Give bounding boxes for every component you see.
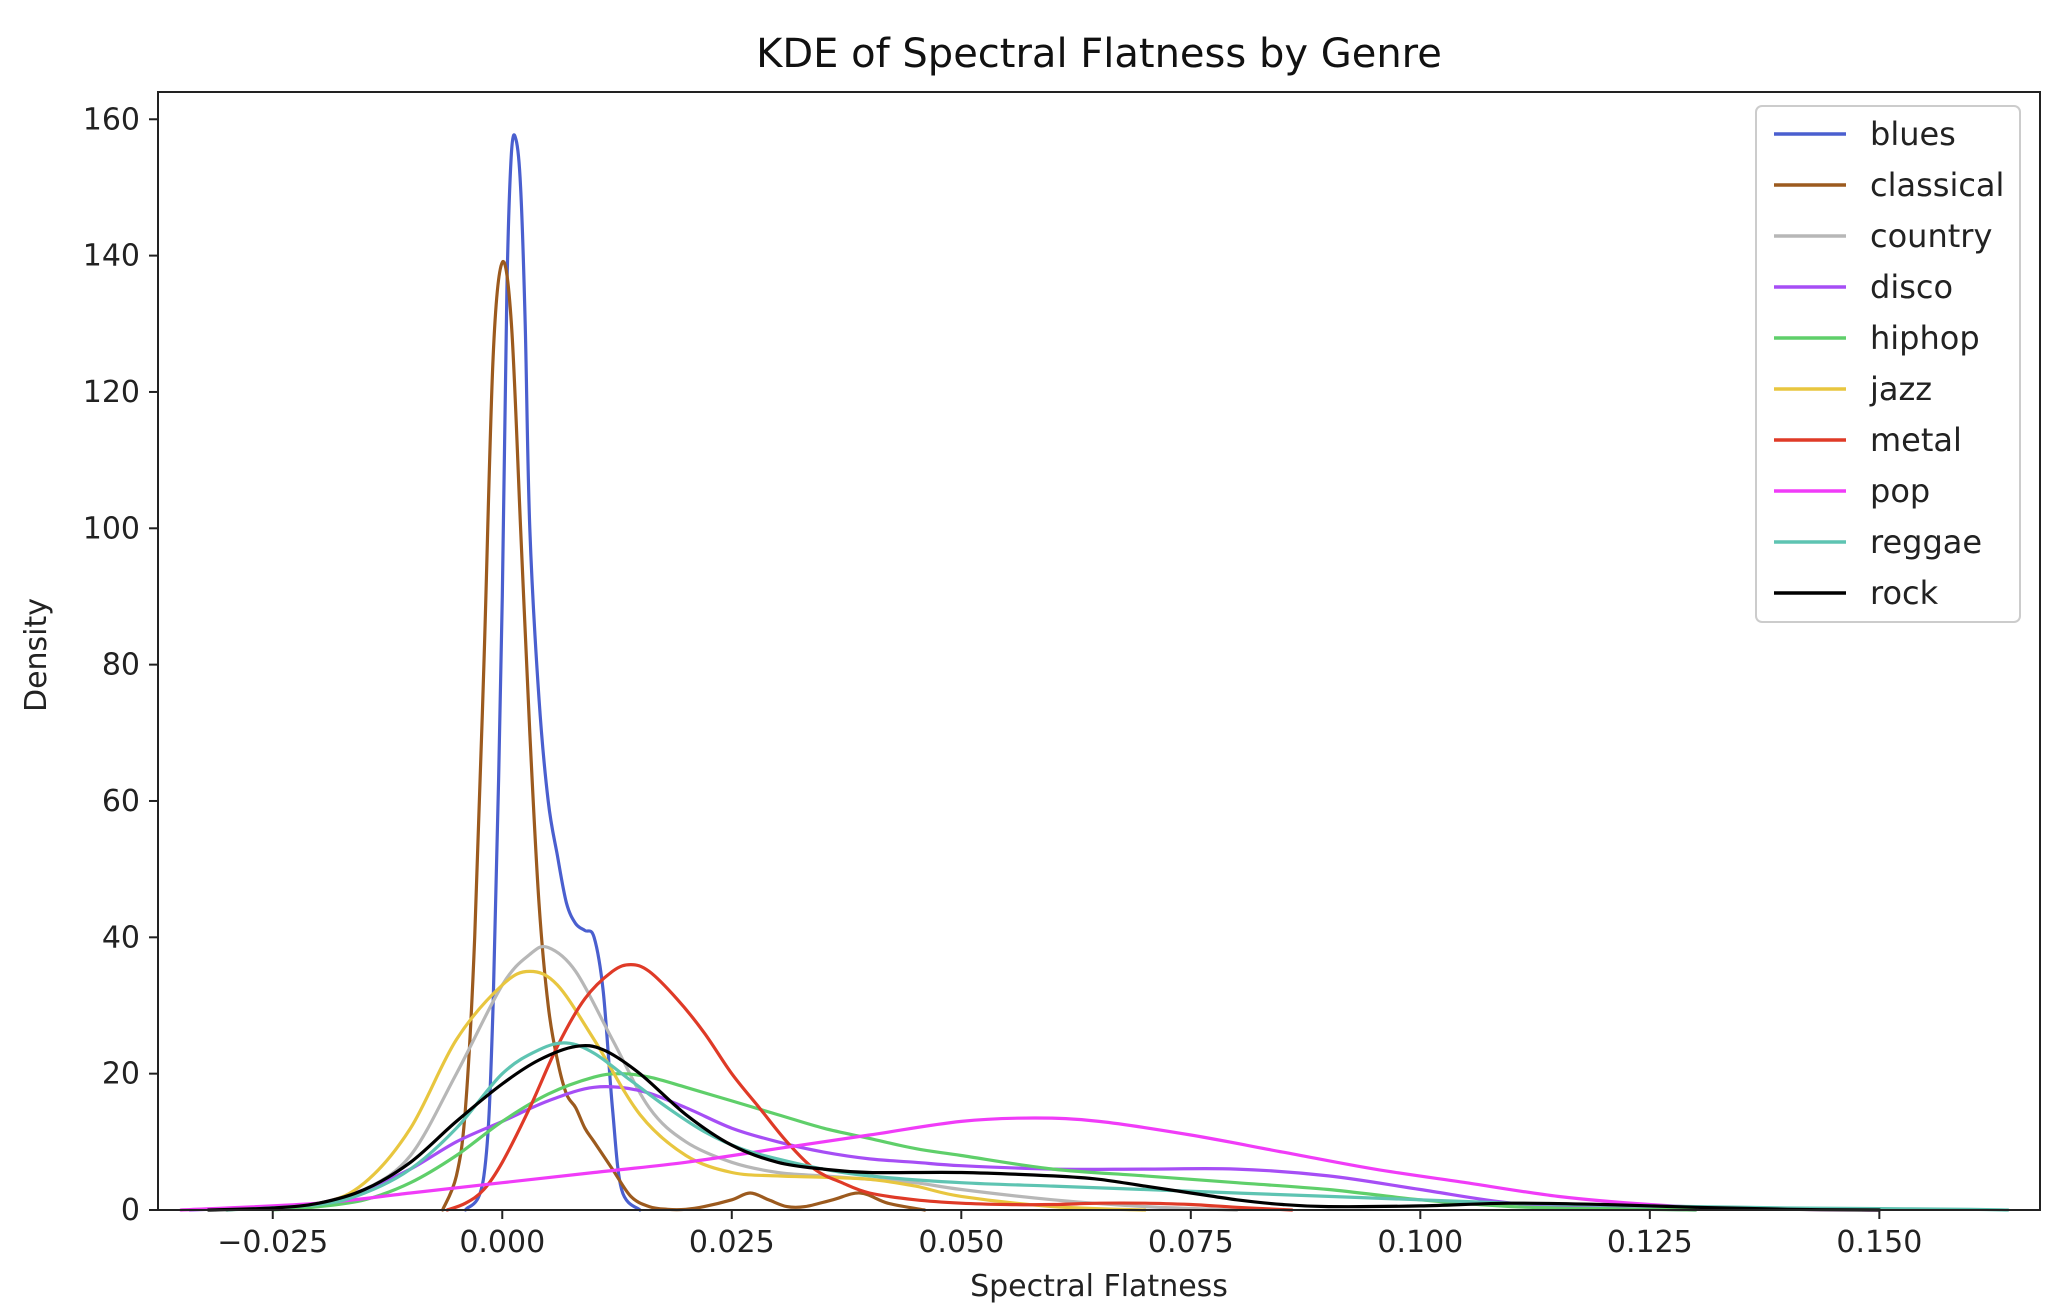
legend-label-reggae: reggae	[1870, 523, 1982, 561]
series-line-rock	[206, 1043, 1881, 1212]
chart-title: KDE of Spectral Flatness by Genre	[756, 31, 1442, 77]
legend-label-pop: pop	[1870, 472, 1930, 510]
y-tick-label: 100	[83, 511, 140, 546]
x-axis-title: Spectral Flatness	[970, 1269, 1228, 1304]
series-line-country	[225, 944, 1239, 1212]
plot-area-frame	[157, 91, 2041, 1211]
y-tick-label: 160	[83, 102, 140, 137]
legend-label-country: country	[1870, 217, 1992, 255]
legend-label-jazz: jazz	[1869, 370, 1932, 408]
series-line-hiphop	[271, 1072, 1698, 1212]
series-line-metal	[445, 963, 1294, 1212]
legend-label-disco: disco	[1870, 268, 1953, 306]
y-axis: 0 20 40 60 80 100 120 140 160	[83, 102, 158, 1228]
y-tick-label: 120	[83, 375, 140, 410]
x-tick-label: −0.025	[217, 1225, 328, 1260]
y-tick-label: 40	[102, 920, 140, 955]
series-line-classical	[441, 259, 927, 1212]
legend-label-blues: blues	[1870, 115, 1956, 153]
series-line-pop	[179, 1116, 1881, 1212]
y-tick-label: 80	[102, 648, 140, 683]
x-tick-label: 0.075	[1148, 1225, 1234, 1260]
legend-entries: blues classical country disco hiphop jazz meta…	[1774, 115, 2004, 612]
legend: blues classical country disco hiphop jazz meta…	[1755, 105, 2021, 623]
y-tick-label: 20	[102, 1057, 140, 1092]
y-tick-label: 0	[121, 1193, 140, 1228]
x-axis: −0.025 0.000 0.025 0.050 0.075 0.100 0.125 0.15…	[217, 1210, 1922, 1260]
series-layer	[179, 133, 2010, 1212]
series-line-jazz	[225, 969, 1147, 1212]
y-tick-label: 60	[102, 784, 140, 819]
legend-label-hiphop: hiphop	[1870, 319, 1980, 357]
legend-label-metal: metal	[1870, 421, 1962, 459]
series-line-blues	[463, 133, 642, 1212]
y-tick-label: 140	[83, 239, 140, 274]
x-tick-label: 0.125	[1607, 1225, 1693, 1260]
x-tick-label: 0.100	[1377, 1225, 1463, 1260]
legend-label-rock: rock	[1870, 574, 1939, 612]
x-tick-label: 0.000	[459, 1225, 545, 1260]
x-tick-label: 0.150	[1836, 1225, 1922, 1260]
x-tick-label: 0.025	[689, 1225, 775, 1260]
legend-label-classical: classical	[1870, 166, 2004, 204]
x-tick-label: 0.050	[918, 1225, 1004, 1260]
y-axis-title: Density	[19, 598, 54, 712]
